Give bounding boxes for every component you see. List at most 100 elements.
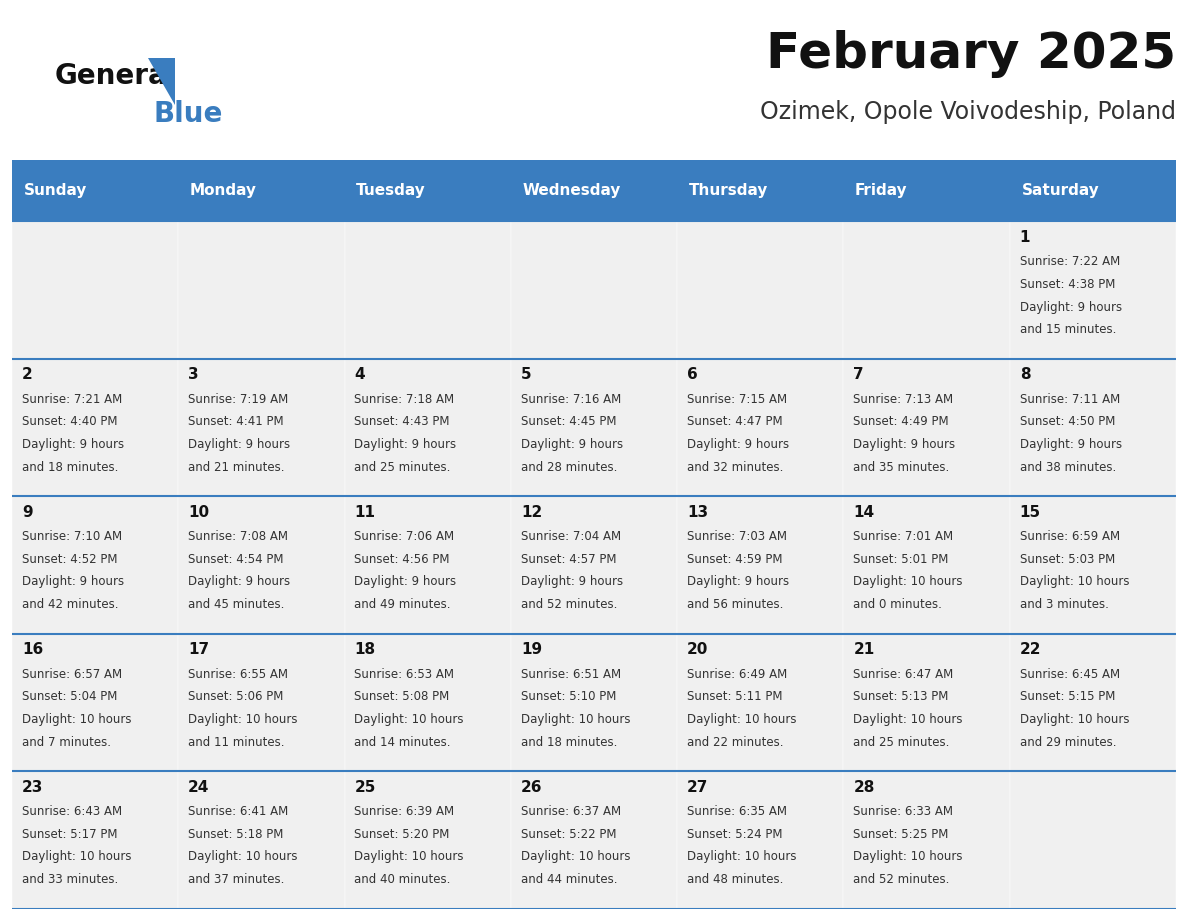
- Bar: [178, 359, 345, 497]
- Bar: [1010, 497, 1176, 633]
- Bar: [12, 221, 178, 359]
- Text: Sunrise: 6:43 AM: Sunrise: 6:43 AM: [21, 805, 122, 818]
- Text: Wednesday: Wednesday: [523, 183, 621, 198]
- Text: Monday: Monday: [190, 183, 257, 198]
- Text: and 15 minutes.: and 15 minutes.: [1019, 323, 1117, 336]
- Text: Daylight: 10 hours: Daylight: 10 hours: [354, 713, 465, 726]
- Text: Sunset: 5:24 PM: Sunset: 5:24 PM: [687, 828, 783, 841]
- Text: Sunrise: 6:51 AM: Sunrise: 6:51 AM: [520, 667, 621, 680]
- Text: Daylight: 10 hours: Daylight: 10 hours: [1019, 576, 1130, 588]
- Text: and 35 minutes.: and 35 minutes.: [853, 461, 949, 474]
- Text: 21: 21: [853, 642, 874, 657]
- Text: 19: 19: [520, 642, 542, 657]
- Bar: [511, 497, 677, 633]
- Text: Sunset: 5:20 PM: Sunset: 5:20 PM: [354, 828, 450, 841]
- Text: Daylight: 9 hours: Daylight: 9 hours: [687, 576, 789, 588]
- Bar: [1010, 160, 1176, 221]
- Bar: [677, 221, 843, 359]
- Text: Daylight: 10 hours: Daylight: 10 hours: [520, 713, 631, 726]
- Text: and 48 minutes.: and 48 minutes.: [687, 873, 784, 886]
- Text: and 52 minutes.: and 52 minutes.: [520, 599, 618, 611]
- Text: Sunrise: 7:18 AM: Sunrise: 7:18 AM: [354, 393, 455, 406]
- Bar: [1010, 633, 1176, 771]
- Text: Daylight: 9 hours: Daylight: 9 hours: [21, 576, 124, 588]
- Text: 22: 22: [1019, 642, 1041, 657]
- Text: Sunset: 4:57 PM: Sunset: 4:57 PM: [520, 553, 617, 565]
- Text: Daylight: 9 hours: Daylight: 9 hours: [188, 576, 290, 588]
- Text: 13: 13: [687, 505, 708, 520]
- Text: 11: 11: [354, 505, 375, 520]
- Bar: [345, 771, 511, 909]
- Bar: [1010, 359, 1176, 497]
- Bar: [178, 771, 345, 909]
- Text: and 32 minutes.: and 32 minutes.: [687, 461, 784, 474]
- Bar: [178, 633, 345, 771]
- Text: Sunrise: 7:08 AM: Sunrise: 7:08 AM: [188, 530, 289, 543]
- Text: and 22 minutes.: and 22 minutes.: [687, 735, 784, 748]
- Text: Sunset: 5:04 PM: Sunset: 5:04 PM: [21, 690, 118, 703]
- Text: Sunset: 4:43 PM: Sunset: 4:43 PM: [354, 415, 450, 429]
- Bar: [345, 160, 511, 221]
- Text: and 38 minutes.: and 38 minutes.: [1019, 461, 1116, 474]
- Text: and 7 minutes.: and 7 minutes.: [21, 735, 110, 748]
- Text: Sunset: 5:06 PM: Sunset: 5:06 PM: [188, 690, 284, 703]
- Text: and 28 minutes.: and 28 minutes.: [520, 461, 618, 474]
- Text: 14: 14: [853, 505, 874, 520]
- Text: Daylight: 10 hours: Daylight: 10 hours: [687, 850, 797, 864]
- Text: Daylight: 9 hours: Daylight: 9 hours: [687, 438, 789, 451]
- Text: Daylight: 10 hours: Daylight: 10 hours: [21, 713, 132, 726]
- Bar: [12, 497, 178, 633]
- Text: Sunset: 4:38 PM: Sunset: 4:38 PM: [1019, 278, 1116, 291]
- Text: Sunset: 4:41 PM: Sunset: 4:41 PM: [188, 415, 284, 429]
- Text: Daylight: 9 hours: Daylight: 9 hours: [188, 438, 290, 451]
- Text: Sunrise: 7:16 AM: Sunrise: 7:16 AM: [520, 393, 621, 406]
- Bar: [345, 633, 511, 771]
- Text: and 25 minutes.: and 25 minutes.: [354, 461, 451, 474]
- Text: Sunset: 4:54 PM: Sunset: 4:54 PM: [188, 553, 284, 565]
- Text: Sunrise: 6:47 AM: Sunrise: 6:47 AM: [853, 667, 954, 680]
- Bar: [345, 359, 511, 497]
- Text: 17: 17: [188, 642, 209, 657]
- Text: 23: 23: [21, 779, 43, 795]
- Text: Sunset: 5:03 PM: Sunset: 5:03 PM: [1019, 553, 1116, 565]
- Text: Sunrise: 6:45 AM: Sunrise: 6:45 AM: [1019, 667, 1120, 680]
- Text: and 18 minutes.: and 18 minutes.: [520, 735, 618, 748]
- Bar: [345, 221, 511, 359]
- Text: Sunset: 5:17 PM: Sunset: 5:17 PM: [21, 828, 118, 841]
- Text: 6: 6: [687, 367, 697, 382]
- Bar: [843, 359, 1010, 497]
- Bar: [12, 771, 178, 909]
- Bar: [178, 160, 345, 221]
- Text: and 29 minutes.: and 29 minutes.: [1019, 735, 1117, 748]
- Text: 3: 3: [188, 367, 198, 382]
- Bar: [178, 221, 345, 359]
- Text: Daylight: 10 hours: Daylight: 10 hours: [853, 713, 963, 726]
- Text: and 44 minutes.: and 44 minutes.: [520, 873, 618, 886]
- Bar: [511, 633, 677, 771]
- Text: Daylight: 10 hours: Daylight: 10 hours: [853, 850, 963, 864]
- Bar: [843, 221, 1010, 359]
- Text: 28: 28: [853, 779, 874, 795]
- Text: Sunset: 5:10 PM: Sunset: 5:10 PM: [520, 690, 617, 703]
- Text: and 18 minutes.: and 18 minutes.: [21, 461, 119, 474]
- Text: and 49 minutes.: and 49 minutes.: [354, 599, 451, 611]
- Bar: [511, 160, 677, 221]
- Text: Sunrise: 7:19 AM: Sunrise: 7:19 AM: [188, 393, 289, 406]
- Bar: [677, 160, 843, 221]
- Text: Sunset: 5:22 PM: Sunset: 5:22 PM: [520, 828, 617, 841]
- Text: Sunset: 4:47 PM: Sunset: 4:47 PM: [687, 415, 783, 429]
- Text: Daylight: 10 hours: Daylight: 10 hours: [188, 850, 298, 864]
- Text: and 52 minutes.: and 52 minutes.: [853, 873, 950, 886]
- Text: and 21 minutes.: and 21 minutes.: [188, 461, 285, 474]
- Text: Daylight: 10 hours: Daylight: 10 hours: [520, 850, 631, 864]
- Bar: [677, 771, 843, 909]
- Text: and 40 minutes.: and 40 minutes.: [354, 873, 451, 886]
- Text: 7: 7: [853, 367, 864, 382]
- Text: Sunrise: 6:57 AM: Sunrise: 6:57 AM: [21, 667, 122, 680]
- Text: 9: 9: [21, 505, 32, 520]
- Text: 15: 15: [1019, 505, 1041, 520]
- Text: Friday: Friday: [855, 183, 908, 198]
- Text: 24: 24: [188, 779, 209, 795]
- Bar: [843, 497, 1010, 633]
- Text: Daylight: 9 hours: Daylight: 9 hours: [520, 438, 623, 451]
